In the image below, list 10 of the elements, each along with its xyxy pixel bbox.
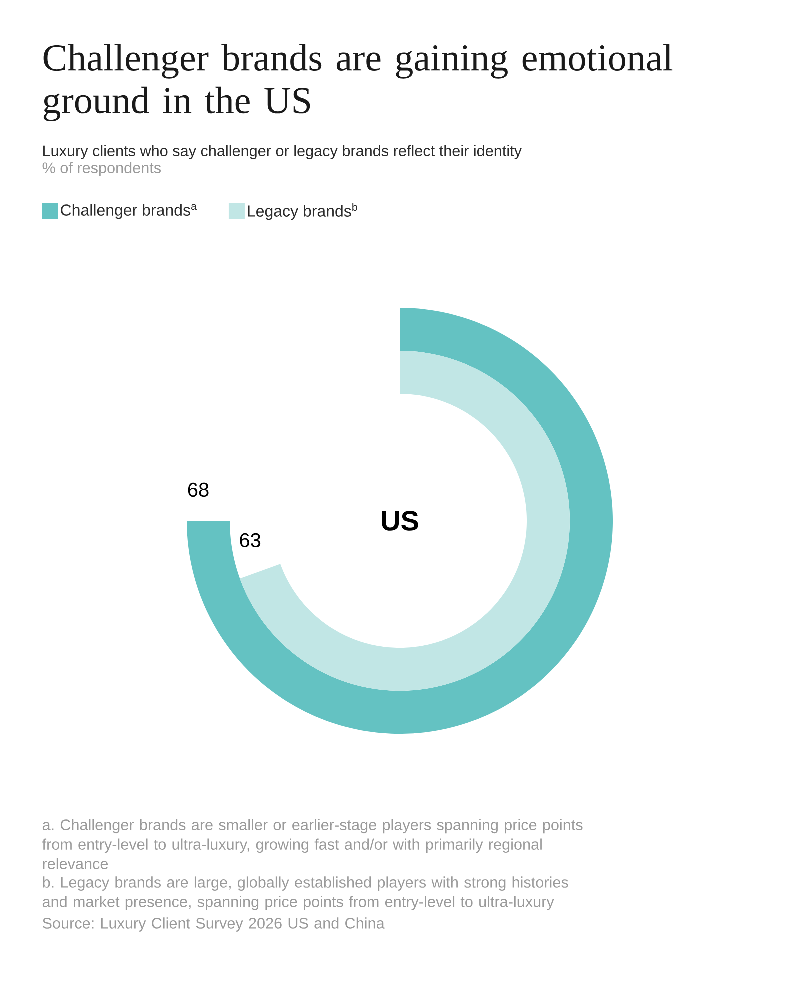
source-note: Source: Luxury Client Survey 2026 US and China [42, 918, 385, 932]
data-label: 68 [188, 482, 209, 498]
text: % of respondents [42, 162, 162, 177]
legend-label: Challenger brands$^{a}$ [61, 204, 197, 220]
text: Challenger brands are gaining emotional ground in the US [44, 44, 673, 122]
legend-label: Legacy brands$^{b}$ [248, 203, 358, 220]
text: Luxury clients who say challenger or legacy brands reflect their identity [44, 145, 522, 160]
text: b. Legacy brands are large, globally established players with strong histories and market presence, spanning price points from entry-level to ultra-luxury [42, 876, 568, 910]
data-label: 63 [240, 533, 261, 548]
category-label: US [382, 511, 418, 531]
